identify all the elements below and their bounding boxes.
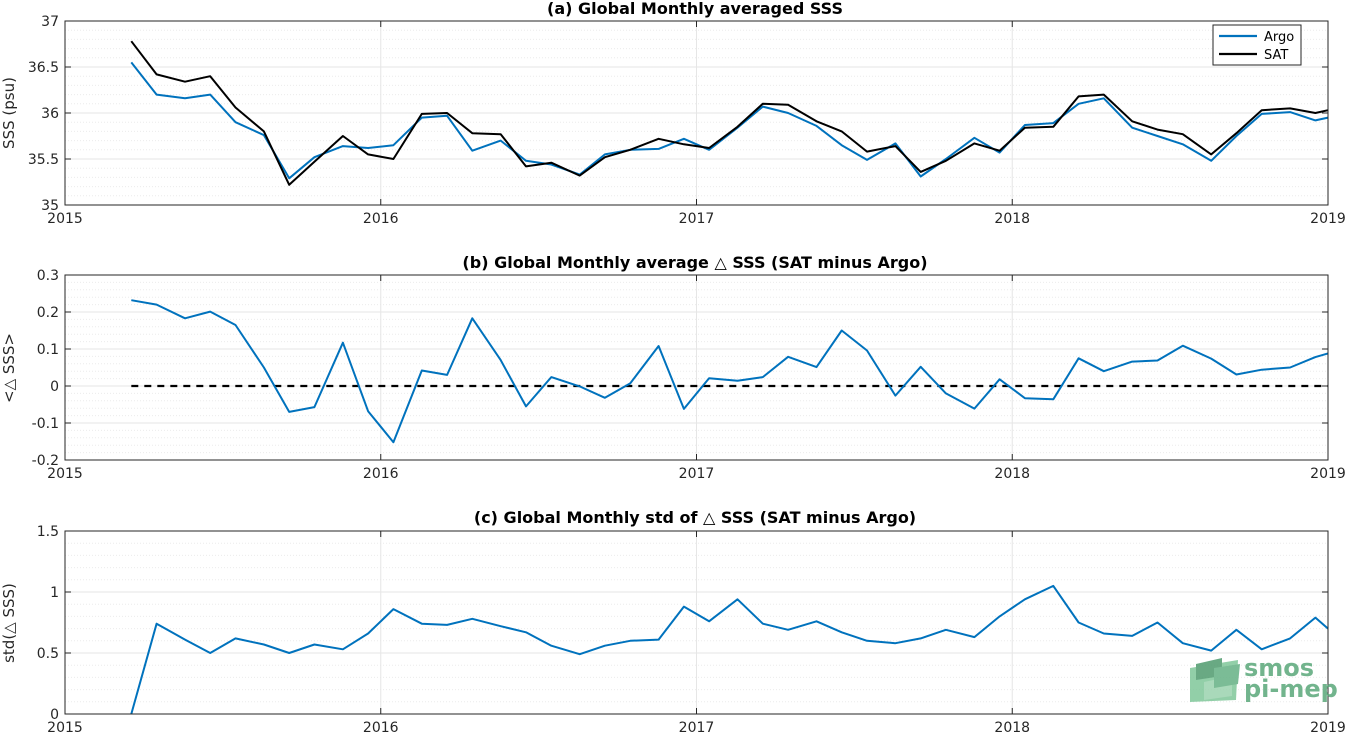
y-tick-label: -0.1 (32, 416, 59, 432)
legend-argo-label: Argo (1264, 30, 1294, 45)
panel-b: (b) Global Monthly average △ SSS (SAT mi… (0, 253, 1346, 482)
y-tick-label: 0.2 (37, 305, 59, 321)
y-tick-label: 1 (50, 585, 59, 601)
panel-a-plot-area: 35 35.5 36 36.5 37 2015 2016 2017 2018 2019 (28, 14, 1346, 227)
series-line-delta-sss (131, 299, 1329, 444)
x-tick-label: 2015 (47, 466, 83, 482)
axes-box (64, 20, 1329, 206)
logo-text-smos: smos (1244, 654, 1314, 682)
x-tick-label: 2019 (1310, 211, 1346, 227)
panel-b-plot-area: -0.2 -0.1 0 0.1 0.2 0.3 2015 2016 2017 2018 2019 (32, 268, 1346, 482)
series-line-argo (130, 61, 1329, 180)
y-tick-label: 0.1 (37, 342, 59, 358)
x-tick-label: 2019 (1310, 720, 1346, 736)
logo-text-pi-mep: pi-mep (1244, 675, 1338, 703)
smos-pi-mep-logo: smos pi-mep (1190, 654, 1338, 703)
legend: Argo SAT (1212, 24, 1302, 66)
x-tick-label: 2018 (994, 720, 1030, 736)
y-tick-label: 35.5 (28, 152, 59, 168)
legend-box (1212, 24, 1302, 66)
series-line-delta-sss (130, 584, 1329, 715)
x-tick-label: 2018 (994, 466, 1030, 482)
x-tick-label: 2015 (47, 211, 83, 227)
panel-c: (c) Global Monthly std of △ SSS (SAT min… (0, 508, 1346, 736)
y-tick-label: 36 (41, 106, 59, 122)
y-tick-label: 37 (41, 14, 59, 30)
panel-c-title: (c) Global Monthly std of △ SSS (SAT min… (474, 508, 916, 527)
y-tick-label: 1.5 (37, 524, 59, 540)
logo-mark-icon (1190, 658, 1240, 702)
y-tick-label: 36.5 (28, 60, 59, 76)
y-tick-label: 0.3 (37, 268, 59, 284)
axes-box (64, 530, 1329, 715)
series-line-sat (130, 40, 1329, 186)
x-tick-label: 2018 (994, 211, 1030, 227)
x-tick-label: 2017 (679, 211, 715, 227)
y-tick-label: 0 (50, 379, 59, 395)
panel-c-ylabel: std(△ SSS) (0, 583, 18, 663)
panel-b-title: (b) Global Monthly average △ SSS (SAT mi… (462, 253, 927, 272)
x-tick-label: 2017 (679, 720, 715, 736)
x-tick-label: 2015 (47, 720, 83, 736)
x-tick-label: 2016 (363, 211, 399, 227)
x-tick-label: 2016 (363, 466, 399, 482)
x-tick-label: 2019 (1310, 466, 1346, 482)
legend-sat-label: SAT (1264, 48, 1288, 63)
panel-b-ylabel: <△ SSS> (0, 333, 18, 403)
panel-a: (a) Global Monthly averaged SSS SSS (psu… (0, 0, 1346, 227)
panel-c-plot-area: 0 0.5 1 1.5 2015 2016 2017 2018 2019 (37, 524, 1346, 736)
panel-a-ylabel: SSS (psu) (0, 77, 18, 149)
panel-a-title: (a) Global Monthly averaged SSS (547, 0, 843, 18)
y-tick-label: -0.2 (32, 453, 59, 469)
x-tick-label: 2017 (679, 466, 715, 482)
x-tick-label: 2016 (363, 720, 399, 736)
axes-box (64, 274, 1329, 461)
y-tick-label: 0.5 (37, 646, 59, 662)
y-tick-label: 0 (50, 707, 59, 723)
y-tick-label: 35 (41, 198, 59, 214)
